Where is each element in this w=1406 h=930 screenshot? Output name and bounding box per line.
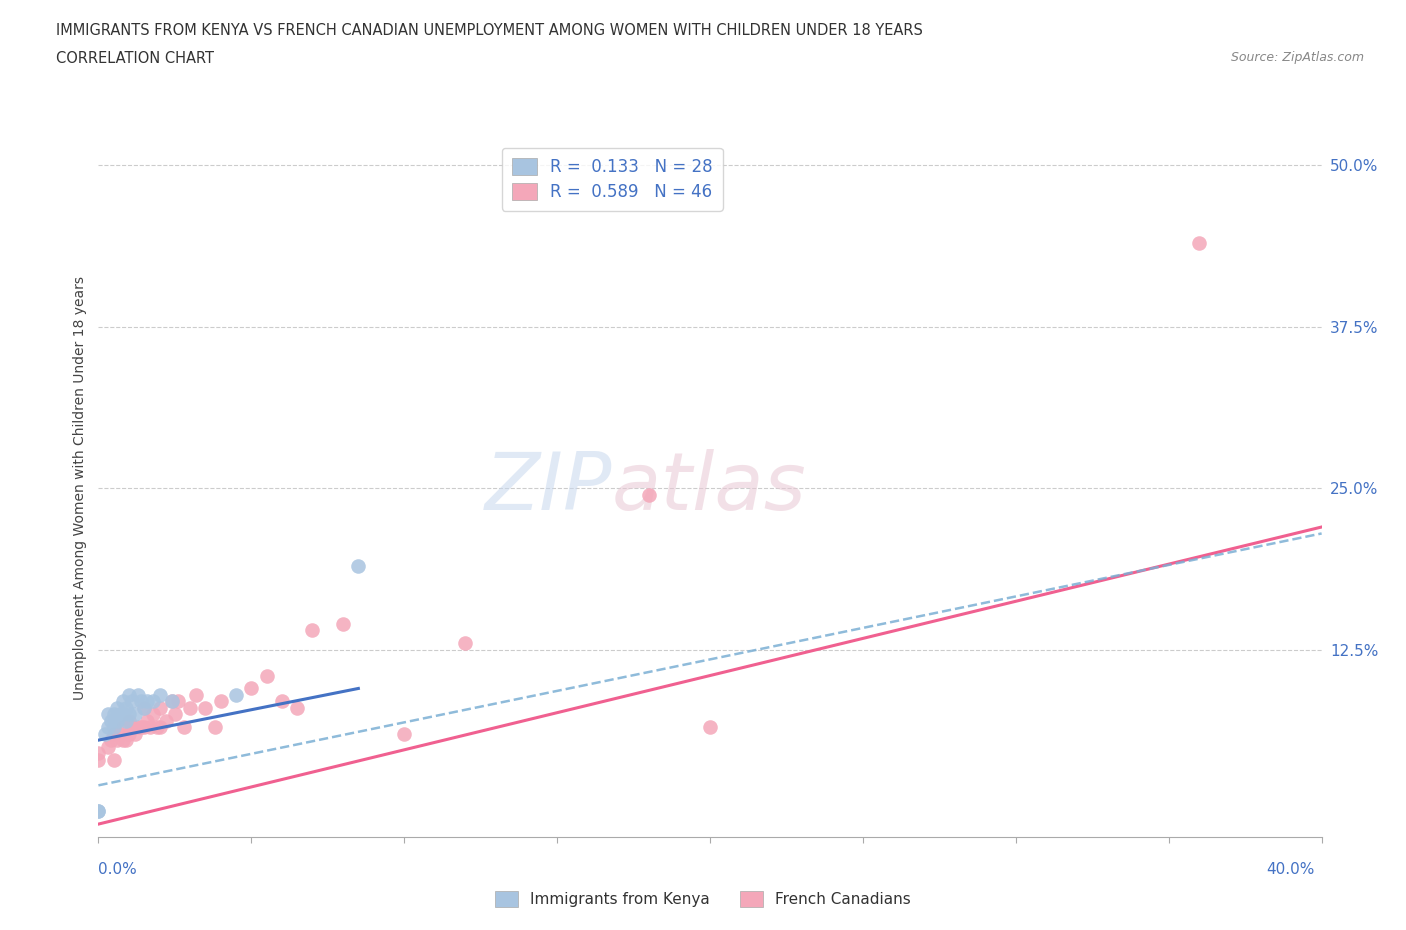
Point — [142, 707, 165, 722]
Point — [100, 713, 122, 728]
Point — [129, 694, 152, 709]
Point — [103, 726, 125, 741]
Text: CORRELATION CHART: CORRELATION CHART — [56, 51, 214, 66]
Point — [87, 804, 110, 818]
Point — [134, 700, 156, 715]
Point — [108, 707, 131, 722]
Text: 0.0%: 0.0% — [98, 862, 138, 877]
Point — [167, 694, 190, 709]
Point — [160, 694, 183, 709]
Point — [332, 617, 354, 631]
Point — [87, 804, 110, 818]
Point — [121, 694, 143, 709]
Point — [240, 681, 263, 696]
Point — [97, 720, 120, 735]
Point — [1188, 235, 1211, 250]
Point — [139, 720, 162, 735]
Point — [97, 739, 120, 754]
Point — [163, 707, 186, 722]
Point — [127, 687, 149, 702]
Point — [225, 687, 247, 702]
Point — [111, 720, 134, 735]
Text: Source: ZipAtlas.com: Source: ZipAtlas.com — [1230, 51, 1364, 64]
Point — [105, 713, 128, 728]
Point — [97, 707, 120, 722]
Point — [115, 700, 138, 715]
Point — [270, 694, 292, 709]
Point — [142, 694, 165, 709]
Y-axis label: Unemployment Among Women with Children Under 18 years: Unemployment Among Women with Children U… — [73, 276, 87, 700]
Point — [347, 558, 370, 573]
Point — [454, 636, 477, 651]
Point — [173, 720, 195, 735]
Point — [155, 713, 177, 728]
Point — [103, 707, 125, 722]
Point — [136, 713, 159, 728]
Point — [637, 487, 661, 502]
Legend: R =  0.133   N = 28, R =  0.589   N = 46: R = 0.133 N = 28, R = 0.589 N = 46 — [502, 148, 723, 211]
Point — [149, 687, 172, 702]
Point — [124, 707, 146, 722]
Point — [100, 733, 122, 748]
Point — [129, 720, 152, 735]
Point — [111, 733, 134, 748]
Point — [134, 720, 156, 735]
Point — [699, 720, 721, 735]
Point — [145, 720, 167, 735]
Point — [111, 707, 134, 722]
Text: 40.0%: 40.0% — [1267, 862, 1315, 877]
Point — [160, 694, 183, 709]
Point — [87, 752, 110, 767]
Point — [392, 726, 416, 741]
Point — [301, 623, 323, 638]
Point — [118, 726, 141, 741]
Point — [134, 700, 156, 715]
Point — [124, 726, 146, 741]
Point — [115, 733, 138, 748]
Point — [118, 687, 141, 702]
Point — [87, 746, 110, 761]
Text: atlas: atlas — [612, 449, 807, 527]
Point — [103, 752, 125, 767]
Point — [93, 726, 115, 741]
Point — [105, 733, 128, 748]
Point — [103, 720, 125, 735]
Point — [179, 700, 201, 715]
Point — [111, 694, 134, 709]
Point — [105, 700, 128, 715]
Point — [285, 700, 308, 715]
Point — [118, 707, 141, 722]
Point — [136, 694, 159, 709]
Point — [209, 694, 232, 709]
Point — [149, 720, 172, 735]
Point — [256, 668, 278, 683]
Point — [149, 700, 172, 715]
Point — [115, 713, 138, 728]
Point — [194, 700, 217, 715]
Text: IMMIGRANTS FROM KENYA VS FRENCH CANADIAN UNEMPLOYMENT AMONG WOMEN WITH CHILDREN : IMMIGRANTS FROM KENYA VS FRENCH CANADIAN… — [56, 23, 924, 38]
Point — [186, 687, 208, 702]
Point — [121, 720, 143, 735]
Point — [204, 720, 226, 735]
Point — [127, 720, 149, 735]
Text: ZIP: ZIP — [485, 449, 612, 527]
Legend: Immigrants from Kenya, French Canadians: Immigrants from Kenya, French Canadians — [489, 884, 917, 913]
Point — [118, 713, 141, 728]
Point — [108, 726, 131, 741]
